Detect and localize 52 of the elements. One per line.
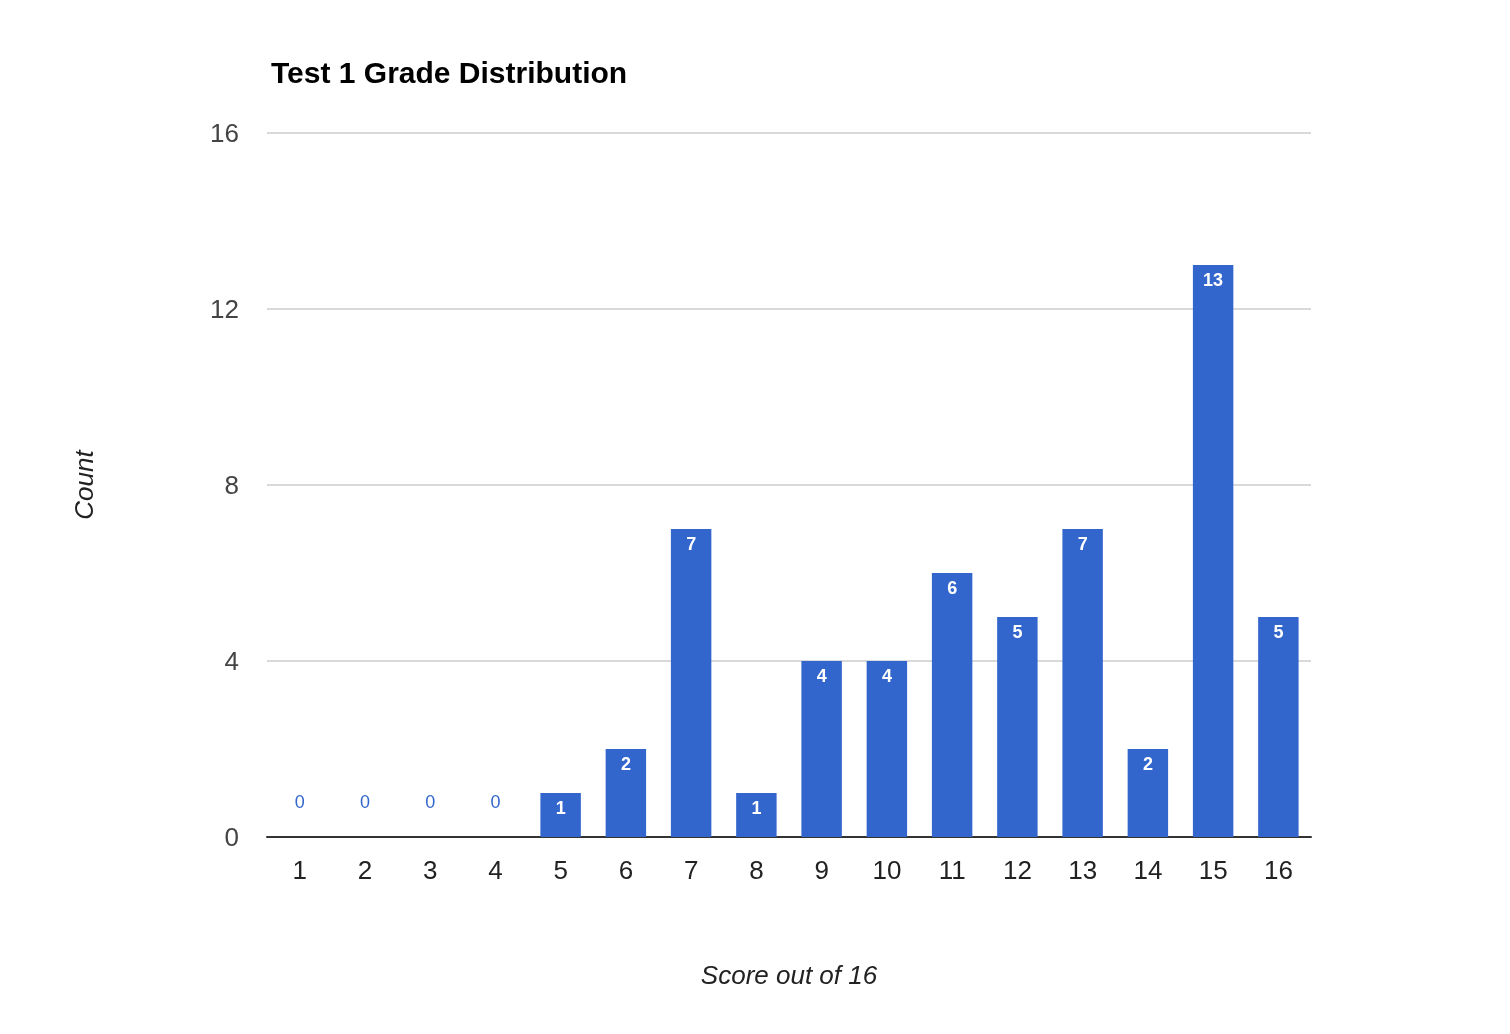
bar — [605, 749, 647, 837]
y-axis-title: Count — [69, 448, 99, 520]
x-tick-label: 2 — [357, 855, 373, 885]
data-label: 13 — [1203, 270, 1224, 290]
data-label: 5 — [1273, 622, 1284, 642]
data-label: 4 — [816, 666, 827, 686]
bar — [1192, 265, 1234, 837]
x-tick-label: 5 — [553, 855, 568, 885]
x-axis-title: Score out of 16 — [700, 960, 878, 990]
data-label: 2 — [620, 754, 631, 774]
y-tick-label: 0 — [224, 822, 239, 852]
bar — [931, 573, 973, 837]
x-tick-label: 16 — [1263, 855, 1293, 885]
x-tick-label: 12 — [1002, 855, 1032, 885]
x-tick-label: 4 — [488, 855, 503, 885]
bar — [670, 529, 712, 837]
y-tick-label: 12 — [210, 294, 239, 324]
x-tick-label: 15 — [1198, 855, 1228, 885]
chart-title: Test 1 Grade Distribution — [271, 55, 628, 89]
bar — [1062, 529, 1103, 837]
y-tick-label: 8 — [224, 470, 239, 500]
x-tick-label: 9 — [814, 855, 829, 885]
data-label: 0 — [294, 792, 305, 812]
data-label: 0 — [359, 792, 370, 812]
y-tick-label: 16 — [210, 118, 239, 148]
x-tick-label: 6 — [618, 855, 634, 885]
data-label: 2 — [1142, 754, 1153, 774]
x-tick-label: 1 — [292, 855, 307, 885]
bar — [1258, 617, 1299, 837]
bar — [801, 661, 842, 837]
bar — [997, 617, 1038, 837]
x-tick-label: 3 — [422, 855, 438, 885]
data-label: 7 — [1077, 534, 1088, 554]
data-label: 4 — [881, 666, 892, 686]
bar — [866, 661, 908, 837]
x-tick-label: 11 — [938, 855, 966, 885]
data-label: 6 — [947, 578, 958, 598]
x-tick-label: 13 — [1068, 855, 1098, 885]
x-tick-label: 7 — [683, 855, 699, 885]
x-tick-label: 8 — [749, 855, 764, 885]
data-label: 1 — [555, 798, 566, 818]
data-label: 0 — [425, 792, 436, 812]
x-tick-label: 14 — [1133, 855, 1163, 885]
data-label: 5 — [1012, 622, 1023, 642]
x-tick-label: 10 — [872, 855, 902, 885]
bar — [736, 793, 777, 837]
data-label: 7 — [686, 534, 697, 554]
bar — [1127, 749, 1169, 837]
data-label: 1 — [751, 798, 762, 818]
bar — [540, 793, 581, 837]
data-label: 0 — [490, 792, 501, 812]
y-tick-label: 4 — [224, 646, 239, 676]
